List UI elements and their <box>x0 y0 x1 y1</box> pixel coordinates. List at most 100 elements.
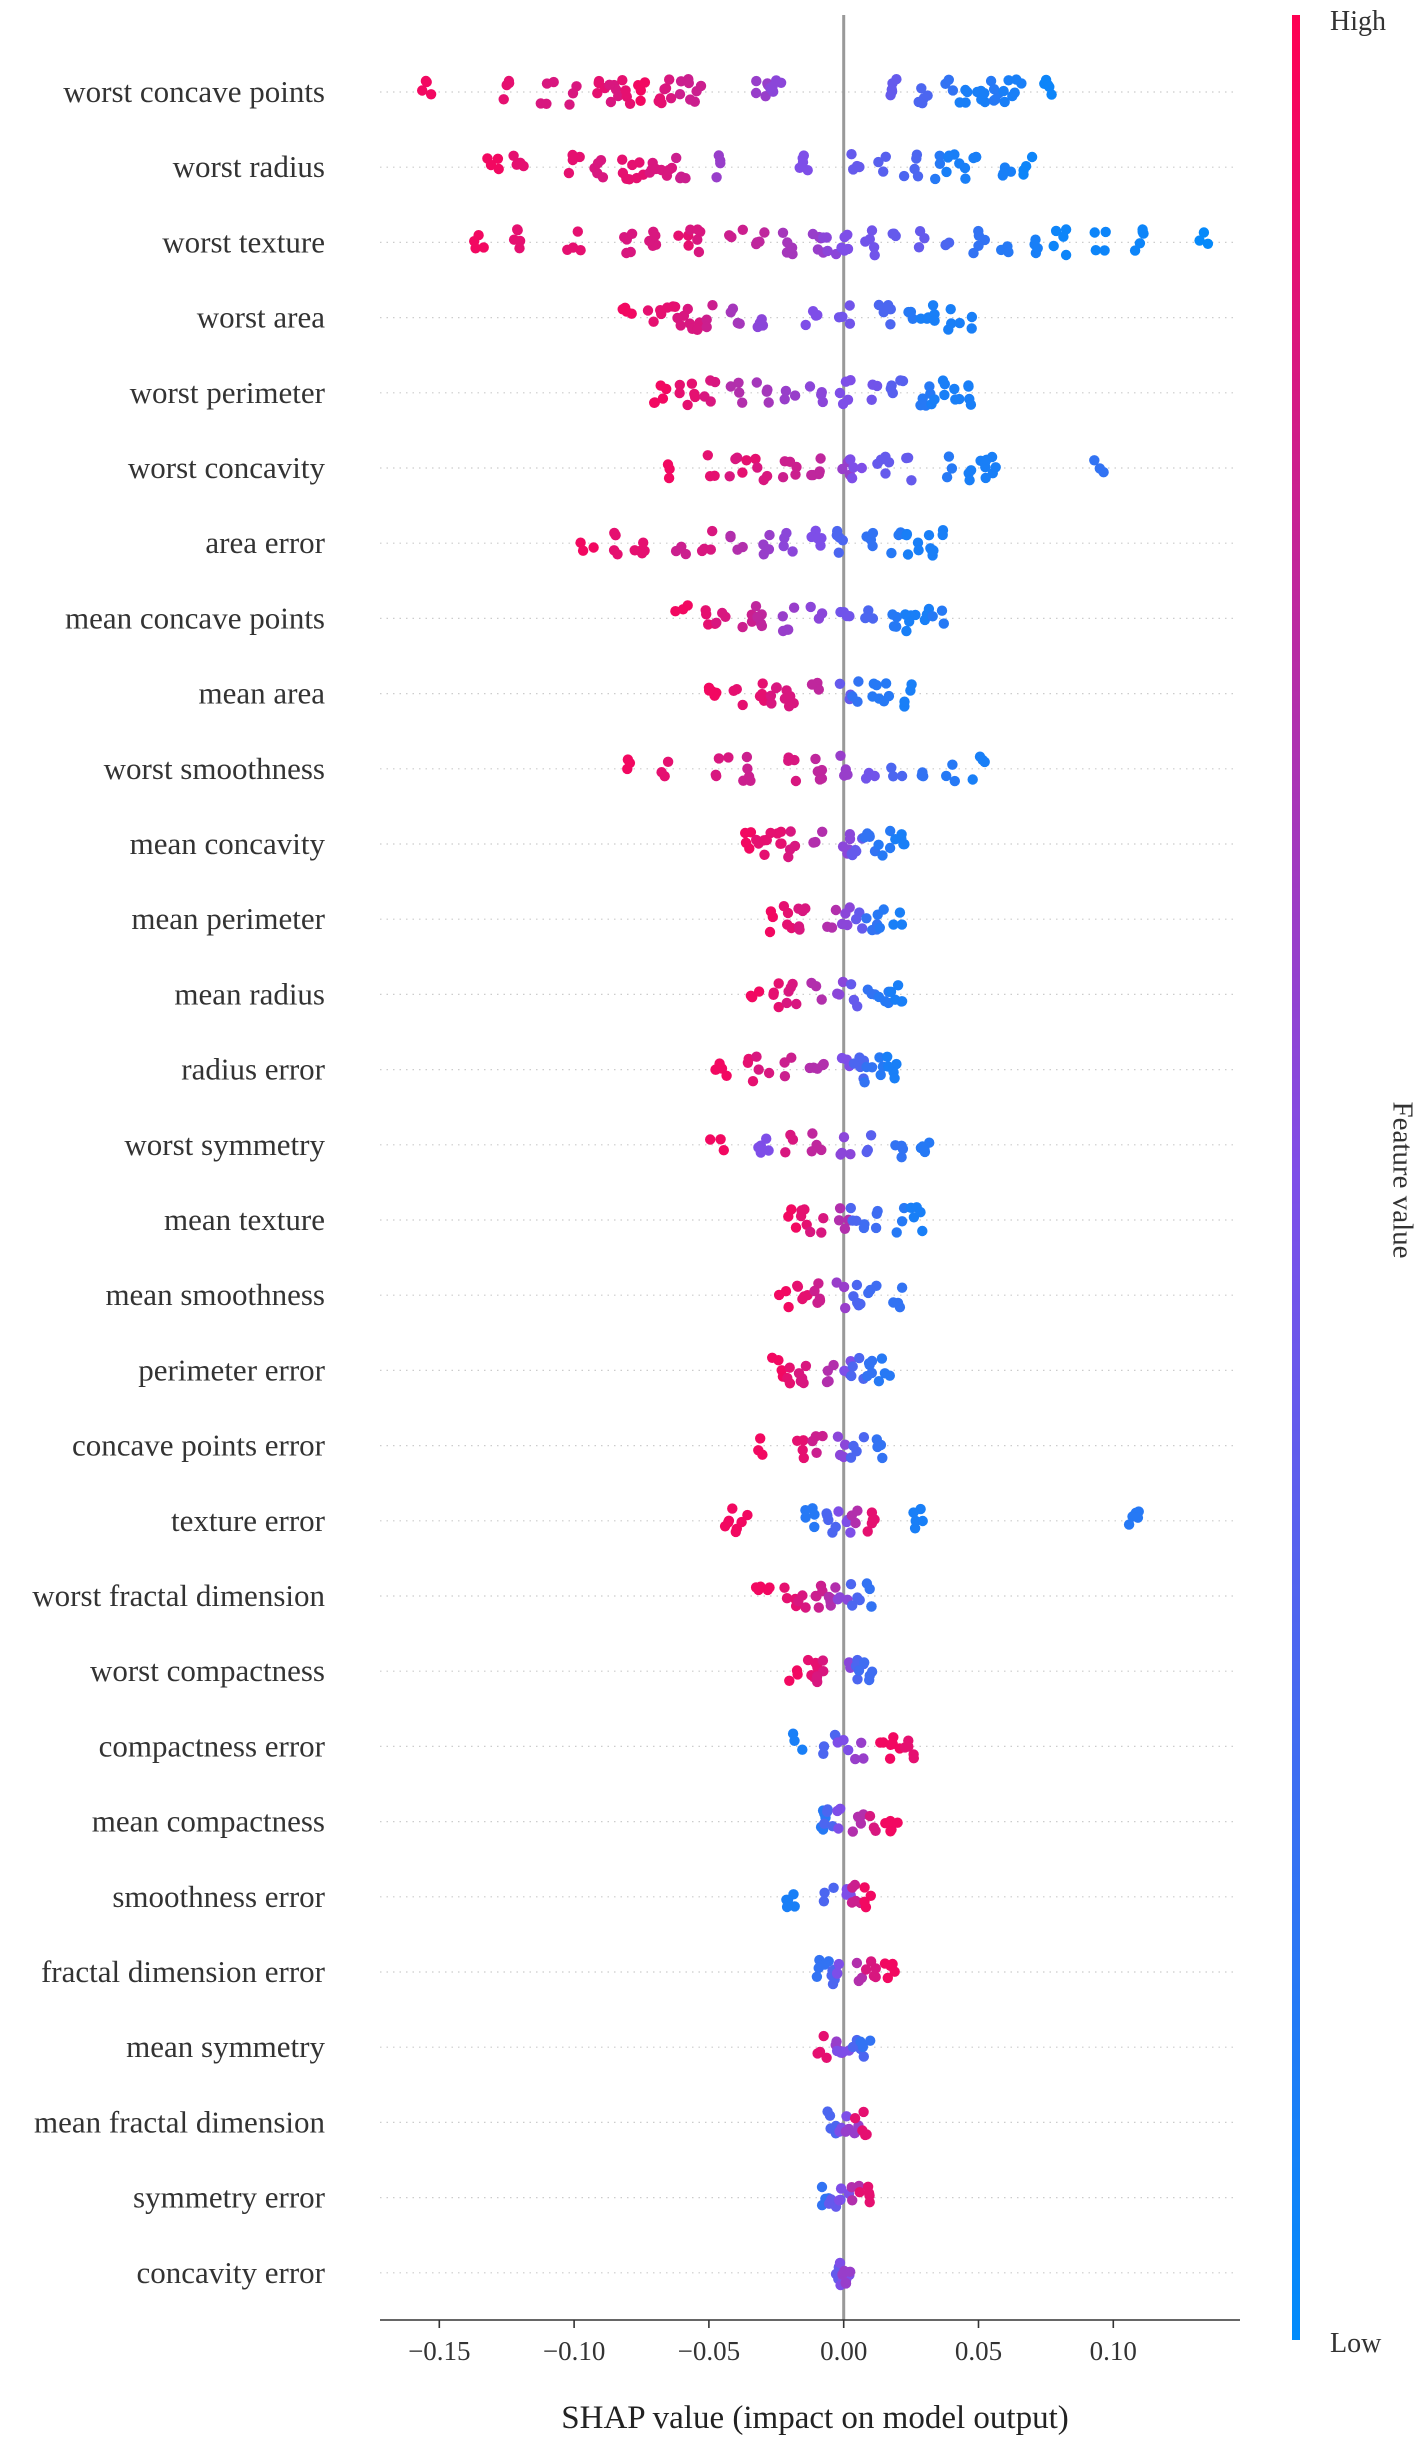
data-point <box>737 224 748 235</box>
data-point <box>924 1137 935 1148</box>
data-point <box>780 385 792 397</box>
data-point <box>670 545 682 557</box>
data-point <box>760 91 771 102</box>
feature-label: worst smoothness <box>104 751 325 786</box>
colorbar-gradient <box>1292 15 1300 2340</box>
data-point <box>635 95 646 107</box>
data-point <box>420 75 432 87</box>
data-point <box>674 387 685 399</box>
data-point <box>469 236 480 247</box>
data-point <box>864 2197 875 2208</box>
data-point <box>830 1582 841 1593</box>
data-point <box>785 826 796 837</box>
feature-label: mean area <box>199 676 326 711</box>
data-point <box>685 94 696 105</box>
data-point <box>860 1964 872 1975</box>
data-point <box>682 303 693 315</box>
data-point <box>750 453 761 465</box>
data-point <box>847 849 858 861</box>
data-point <box>662 302 673 313</box>
data-point <box>798 1435 809 1446</box>
data-point <box>848 1440 859 1452</box>
data-point <box>954 97 965 108</box>
data-point <box>731 684 742 695</box>
data-point <box>847 2195 858 2206</box>
data-point <box>783 851 794 863</box>
data-point <box>915 1207 926 1218</box>
data-point <box>753 986 765 997</box>
data-point <box>711 770 722 782</box>
data-point <box>871 380 883 392</box>
data-point <box>780 1286 792 1297</box>
data-point <box>999 96 1010 108</box>
data-point <box>809 1521 820 1533</box>
data-point <box>833 1823 844 1834</box>
data-point <box>837 398 849 410</box>
data-point <box>941 472 953 483</box>
feature-label: worst perimeter <box>130 375 326 410</box>
x-tick-label: −0.15 <box>408 2336 470 2366</box>
feature-row <box>784 1654 878 1688</box>
data-point <box>674 379 685 391</box>
data-point <box>1089 227 1100 238</box>
data-point <box>734 318 745 329</box>
data-point <box>696 545 708 557</box>
data-point <box>740 837 752 848</box>
data-point <box>817 396 828 408</box>
data-point <box>777 472 789 483</box>
data-point <box>854 1594 865 1606</box>
data-point <box>866 1367 877 1379</box>
data-point <box>888 1297 899 1308</box>
data-point <box>812 1063 823 1074</box>
data-point <box>713 753 725 764</box>
data-point <box>822 2106 833 2117</box>
data-point <box>791 998 802 1010</box>
data-point <box>789 390 801 401</box>
data-point <box>650 163 661 175</box>
data-point <box>563 167 575 179</box>
feature-label: mean concave points <box>65 600 325 635</box>
data-point <box>938 618 949 629</box>
data-point <box>857 923 868 934</box>
data-point <box>949 383 960 395</box>
data-point <box>988 84 1000 95</box>
data-point <box>650 230 661 241</box>
feature-row <box>822 2106 872 2141</box>
data-point <box>775 826 787 837</box>
data-point <box>939 379 950 390</box>
data-point <box>685 224 696 235</box>
data-point <box>859 1657 870 1668</box>
data-point <box>817 1655 829 1666</box>
data-point <box>833 1215 845 1226</box>
data-point <box>715 158 726 169</box>
data-point <box>973 225 984 237</box>
data-point <box>883 457 895 468</box>
data-point <box>833 547 844 558</box>
data-point <box>812 2048 823 2059</box>
data-point <box>790 1222 802 1233</box>
data-point <box>786 1052 797 1063</box>
data-point <box>806 679 818 690</box>
x-tick-label: −0.05 <box>678 2336 740 2366</box>
data-point <box>794 924 805 935</box>
data-point <box>838 2046 849 2057</box>
data-point <box>783 1301 794 1313</box>
data-point <box>839 1439 851 1450</box>
data-point <box>916 83 927 94</box>
data-point <box>822 1804 833 1815</box>
data-point <box>822 245 833 257</box>
data-point <box>842 243 854 255</box>
data-point <box>613 90 624 102</box>
data-point <box>813 1278 824 1289</box>
data-point <box>763 1145 774 1156</box>
feature-label: perimeter error <box>138 1352 325 1387</box>
data-point <box>841 2111 852 2122</box>
data-point <box>564 99 575 110</box>
data-point <box>705 375 716 386</box>
data-point <box>878 696 890 707</box>
data-point <box>620 85 631 96</box>
data-point <box>816 994 827 1005</box>
data-point <box>917 1225 928 1237</box>
feature-row <box>764 901 908 938</box>
data-point <box>816 764 828 776</box>
